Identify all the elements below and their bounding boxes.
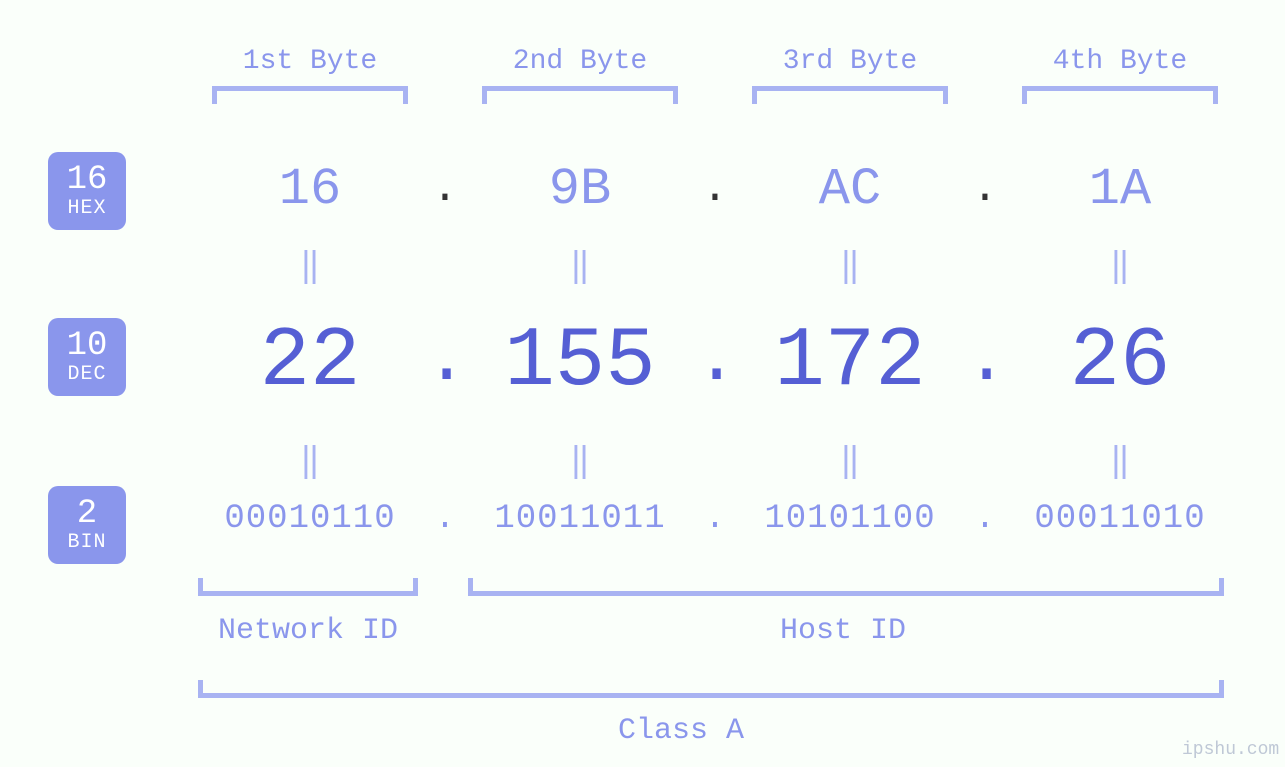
dec-dot-2: . [695, 319, 735, 401]
byte-label-2: 2nd Byte [470, 46, 690, 77]
equals-dec-bin-3: ‖ [820, 440, 880, 482]
equals-hex-dec-3: ‖ [820, 245, 880, 287]
bin-dot-2: . [695, 500, 735, 538]
bin-byte-1: 00010110 [190, 500, 430, 538]
bin-dot-1: . [425, 500, 465, 538]
byte-label-4: 4th Byte [1010, 46, 1230, 77]
badge-bin-name: BIN [67, 532, 106, 553]
bin-byte-3: 10101100 [730, 500, 970, 538]
host-id-bracket [468, 578, 1224, 596]
byte-label-3: 3rd Byte [740, 46, 960, 77]
dec-dot-1: . [425, 319, 465, 401]
badge-bin-base: 2 [77, 497, 97, 533]
equals-dec-bin-4: ‖ [1090, 440, 1150, 482]
equals-dec-bin-1: ‖ [280, 440, 340, 482]
badge-dec: 10 DEC [48, 318, 126, 396]
dec-dot-3: . [965, 319, 1005, 401]
equals-hex-dec-2: ‖ [550, 245, 610, 287]
byte-bracket-3 [752, 86, 948, 104]
byte-label-1: 1st Byte [200, 46, 420, 77]
host-id-label: Host ID [780, 614, 906, 648]
hex-dot-2: . [695, 164, 735, 214]
dec-byte-3: 172 [720, 315, 980, 410]
bin-byte-2: 10011011 [460, 500, 700, 538]
bin-byte-4: 00011010 [1000, 500, 1240, 538]
badge-hex: 16 HEX [48, 152, 126, 230]
hex-byte-4: 1A [1010, 160, 1230, 219]
badge-dec-base: 10 [67, 329, 108, 365]
equals-hex-dec-4: ‖ [1090, 245, 1150, 287]
byte-bracket-2 [482, 86, 678, 104]
equals-hex-dec-1: ‖ [280, 245, 340, 287]
class-bracket [198, 680, 1224, 698]
hex-dot-1: . [425, 164, 465, 214]
network-id-bracket [198, 578, 418, 596]
equals-dec-bin-2: ‖ [550, 440, 610, 482]
dec-byte-2: 155 [450, 315, 710, 410]
hex-byte-1: 16 [200, 160, 420, 219]
dec-byte-4: 26 [990, 315, 1250, 410]
bin-dot-3: . [965, 500, 1005, 538]
badge-hex-name: HEX [67, 198, 106, 219]
class-label: Class A [618, 714, 744, 748]
dec-byte-1: 22 [180, 315, 440, 410]
hex-byte-3: AC [740, 160, 960, 219]
hex-byte-2: 9B [470, 160, 690, 219]
badge-bin: 2 BIN [48, 486, 126, 564]
watermark: ipshu.com [1182, 740, 1279, 760]
badge-hex-base: 16 [67, 163, 108, 199]
byte-bracket-1 [212, 86, 408, 104]
network-id-label: Network ID [218, 614, 398, 648]
badge-dec-name: DEC [67, 364, 106, 385]
byte-bracket-4 [1022, 86, 1218, 104]
hex-dot-3: . [965, 164, 1005, 214]
